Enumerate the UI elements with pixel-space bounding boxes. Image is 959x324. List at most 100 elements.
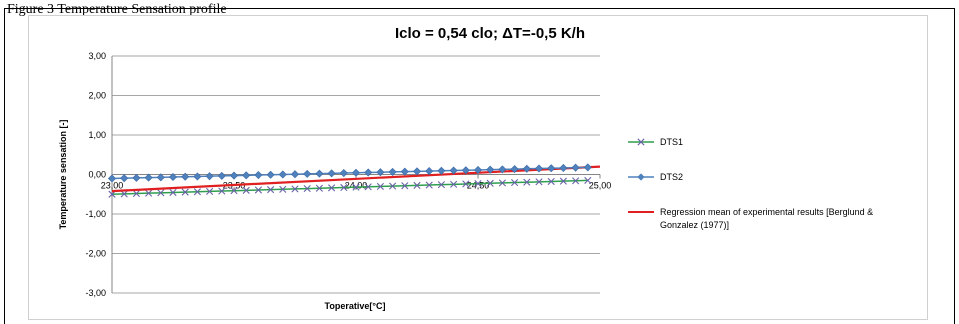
- y-tick-label: 2,00: [88, 91, 106, 101]
- dts2-point: [461, 166, 470, 175]
- dts1-point: [364, 183, 372, 191]
- y-tick-label: 1,00: [88, 130, 106, 140]
- dts2-point: [510, 165, 519, 174]
- dts2-point: [266, 170, 275, 179]
- dts2-point: [315, 169, 324, 178]
- dts1-point: [389, 182, 397, 190]
- y-tick-label: -3,00: [85, 288, 106, 298]
- dts2-point: [107, 174, 117, 183]
- dts1-point: [572, 177, 580, 185]
- x-tick-label: 24,50: [467, 181, 490, 191]
- dts2-point: [193, 172, 202, 181]
- dts1-point: [584, 176, 592, 185]
- dts2-point: [571, 163, 580, 172]
- dts1-point: [535, 178, 543, 186]
- legend-regression-label: Regression mean of experimental results …: [660, 207, 873, 217]
- dts2-point: [388, 167, 397, 176]
- dts2-line: [111, 166, 588, 180]
- legend-dts2-marker: [637, 173, 645, 181]
- dts2-point: [400, 167, 409, 176]
- figure-caption-fragment: Figure 3 Temperature Sensation profile: [7, 2, 227, 17]
- dts2-point: [327, 169, 336, 178]
- dts1-point: [425, 181, 433, 189]
- x-tick-label: 25,00: [589, 181, 612, 191]
- dts1-point: [291, 185, 299, 193]
- dts2-point: [486, 165, 495, 174]
- dts2-point: [303, 169, 312, 178]
- dts1-point: [437, 181, 445, 189]
- dts1-point: [559, 177, 567, 185]
- dts2-point: [583, 163, 592, 172]
- legend-dts1-label: DTS1: [660, 137, 683, 147]
- dts2-point: [425, 167, 434, 176]
- dts2-point: [290, 170, 300, 179]
- legend-regression-label: Gonzalez (1977)]: [660, 220, 729, 230]
- dts1-point: [315, 184, 323, 192]
- dts1-point: [169, 188, 177, 197]
- dts1-point: [328, 184, 336, 192]
- dts1-point: [206, 187, 214, 196]
- dts2-point: [376, 168, 385, 177]
- dts1-point: [267, 186, 275, 194]
- dts1-point: [340, 183, 348, 192]
- x-tick-label: 24,00: [345, 181, 368, 191]
- dts2-point: [534, 164, 544, 173]
- dts1-point: [120, 190, 128, 198]
- dts2-point: [547, 164, 556, 173]
- dts1-point: [254, 186, 262, 194]
- dts2-point: [132, 173, 141, 182]
- dts1-point: [450, 180, 458, 188]
- dts2-point: [364, 168, 373, 177]
- dts2-point: [278, 170, 287, 179]
- dts2-point: [351, 168, 361, 177]
- dts1-point: [145, 189, 153, 197]
- regression-line: [111, 165, 601, 193]
- y-tick-label: 0,00: [88, 170, 106, 180]
- dts2-point: [473, 165, 483, 174]
- dts1-point: [230, 187, 238, 195]
- x-axis-label: Toperative[°C]: [325, 301, 386, 311]
- dts2-point: [449, 166, 458, 175]
- dts2-point: [168, 173, 178, 182]
- dts1-point: [218, 187, 226, 195]
- chart-title: Iclo = 0,54 clo; ΔT=-0,5 K/h: [395, 25, 585, 42]
- dts1-point: [523, 178, 531, 186]
- dts1-point: [303, 184, 311, 193]
- dts1-point: [108, 190, 116, 198]
- document-table-frame: Figure 3 Temperature Sensation profile: [4, 2, 955, 324]
- dts1-point: [498, 179, 506, 187]
- dts2-point: [254, 171, 263, 180]
- legend-dts2-label: DTS2: [660, 172, 683, 182]
- dts1-point: [547, 177, 555, 186]
- dts1-point: [242, 186, 250, 194]
- dts2-point: [205, 172, 214, 181]
- dts1-point: [474, 180, 482, 188]
- dts2-point: [498, 165, 507, 174]
- dts2-point: [120, 174, 129, 183]
- dts1-point: [511, 178, 519, 187]
- dts1-point: [401, 182, 409, 190]
- dts2-point: [181, 172, 190, 181]
- dts1-point: [462, 180, 470, 188]
- legend-dts1-marker: [637, 138, 645, 146]
- dts2-point: [229, 171, 239, 180]
- dts1-line: [111, 179, 588, 195]
- dts1-point: [486, 179, 494, 187]
- dts1-point: [132, 189, 140, 198]
- dts1-point: [352, 183, 360, 191]
- dts1-point: [157, 189, 165, 197]
- dts2-point: [412, 167, 422, 176]
- dts2-point: [217, 171, 226, 180]
- y-tick-label: 3,00: [88, 51, 106, 61]
- dts2-point: [156, 173, 165, 182]
- x-tick-label: 23,00: [101, 181, 124, 191]
- y-tick-label: -1,00: [85, 209, 106, 219]
- dts2-point: [559, 163, 568, 172]
- dts2-point: [144, 173, 153, 182]
- dts1-point: [413, 181, 421, 189]
- dts2-point: [339, 169, 348, 178]
- y-axis-label: Temperature sensation [-]: [58, 120, 68, 230]
- dts2-point: [437, 166, 446, 175]
- dts1-point: [376, 182, 384, 191]
